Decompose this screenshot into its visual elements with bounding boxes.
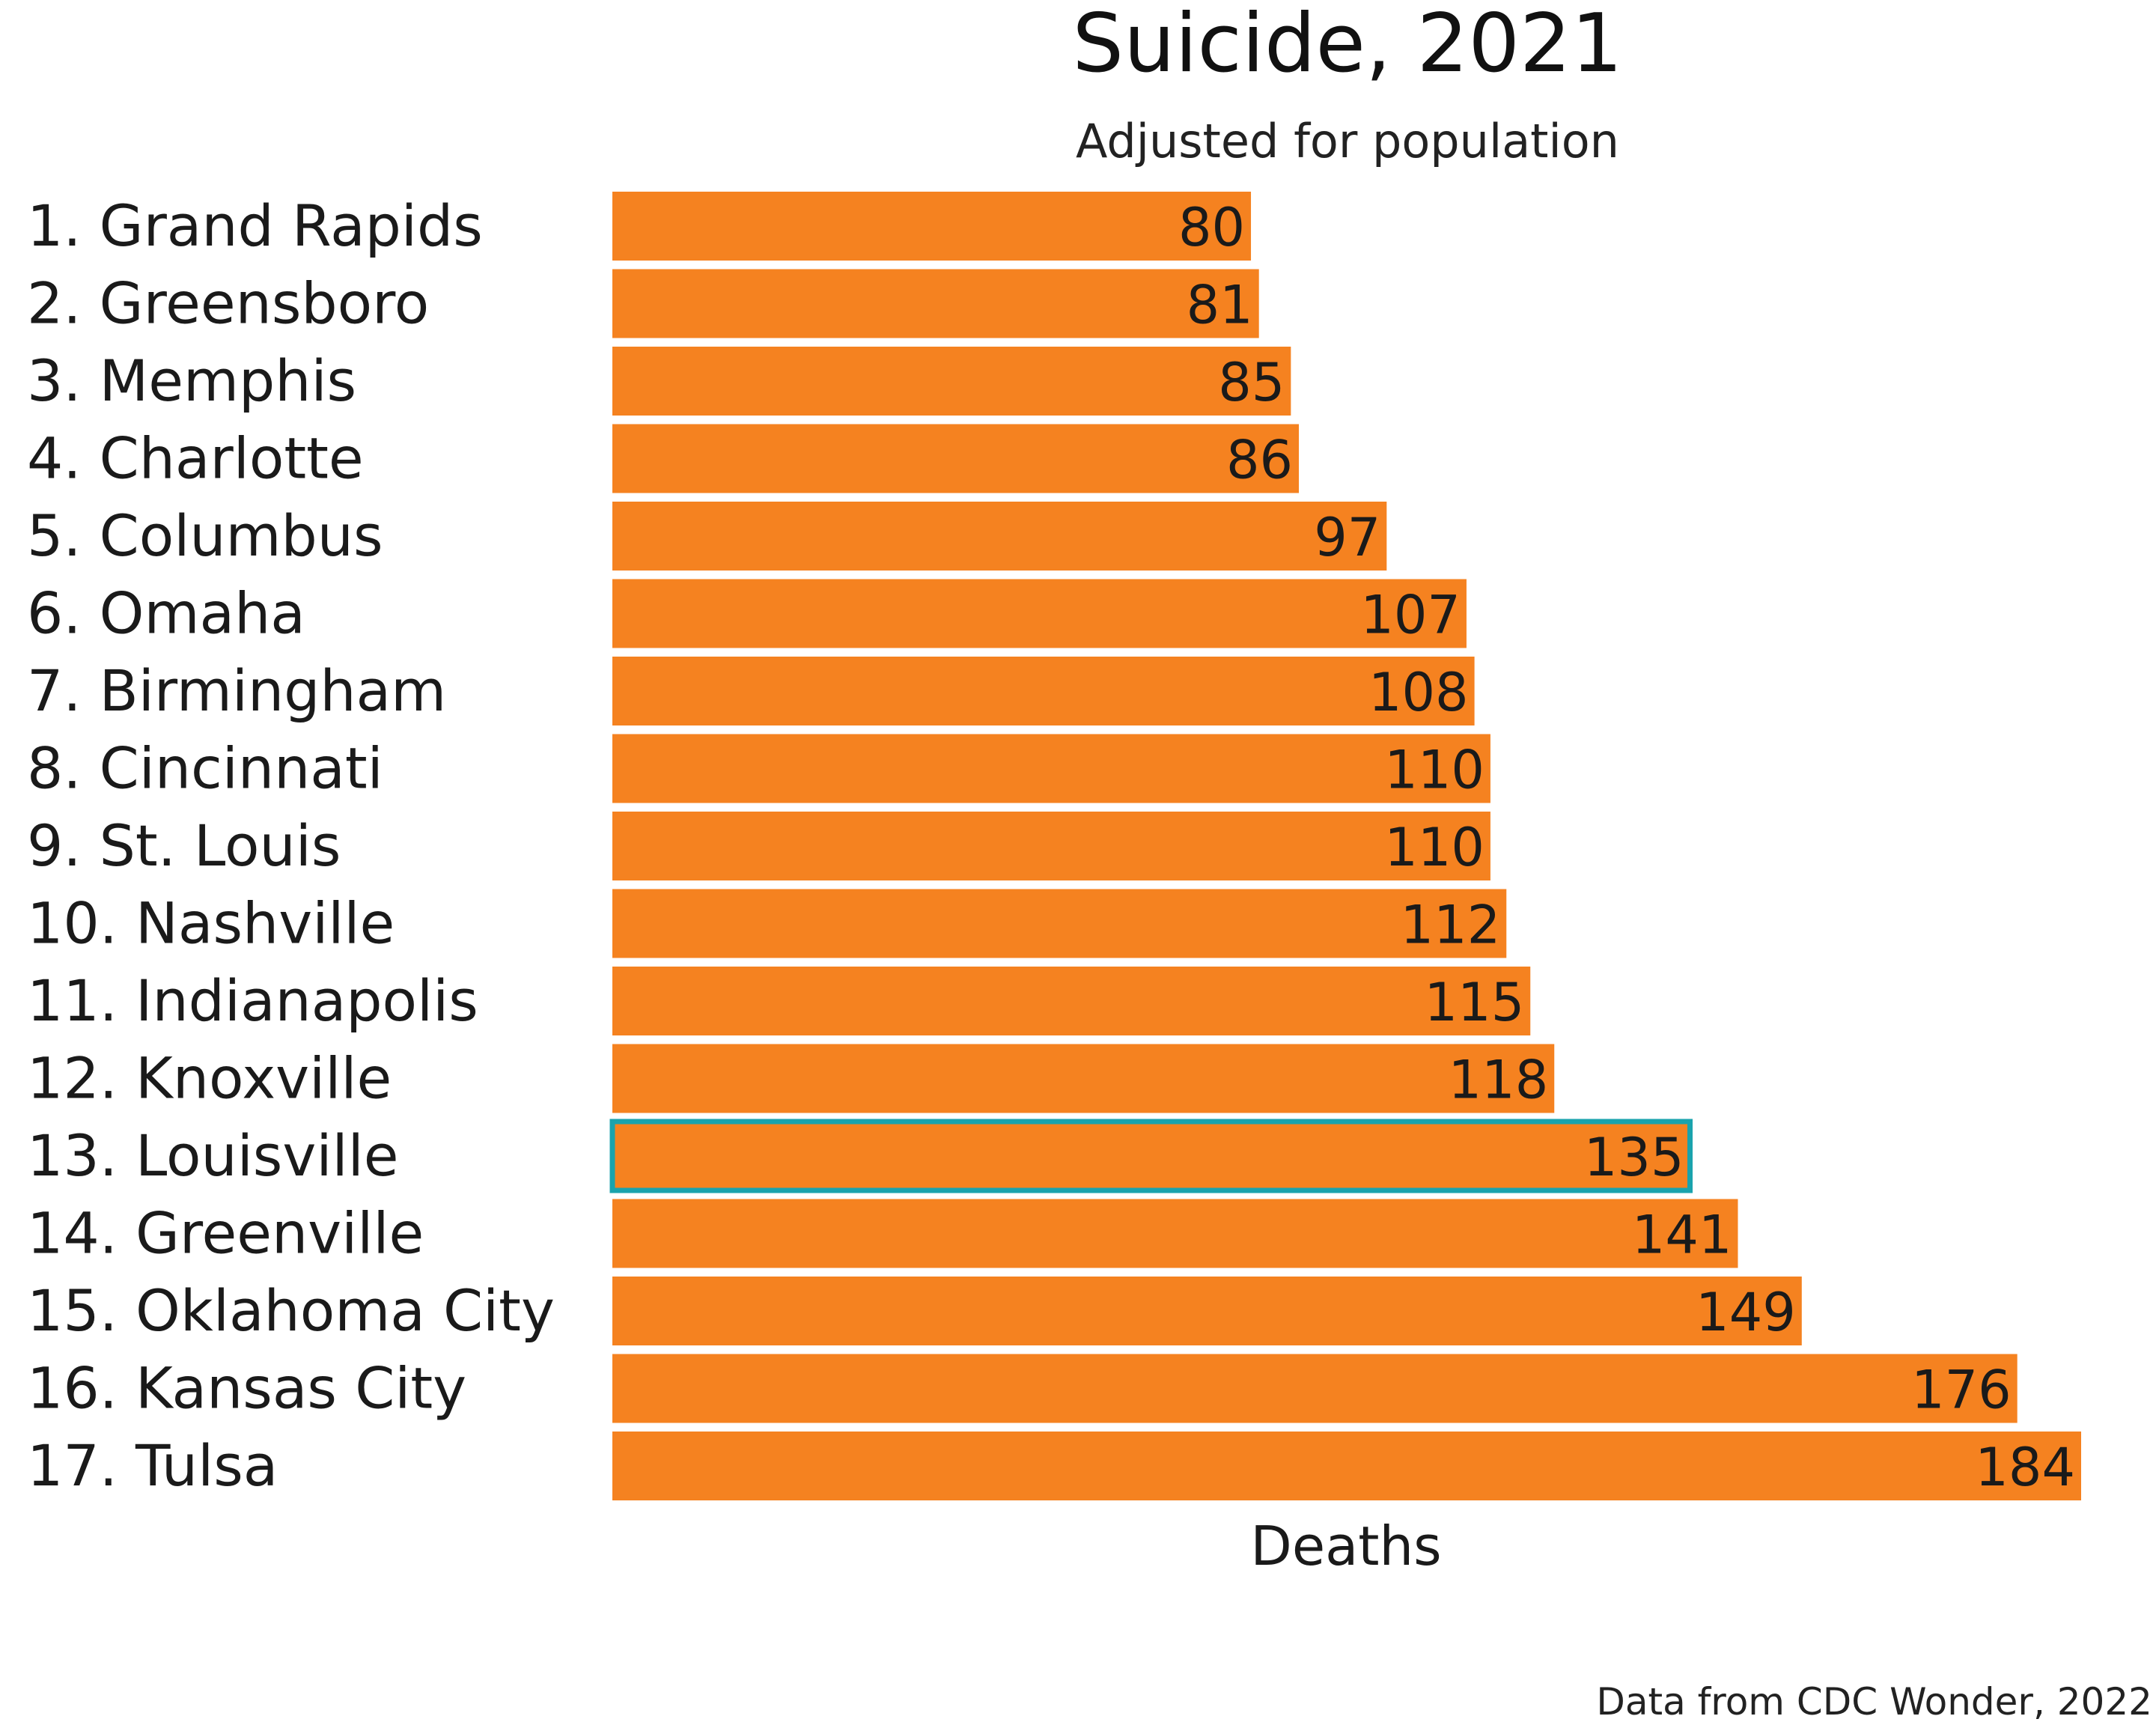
bar — [612, 734, 1490, 803]
bar — [612, 579, 1467, 648]
value-label: 149 — [1696, 1282, 1796, 1343]
category-label: 17. Tulsa — [27, 1432, 278, 1499]
value-label: 112 — [1401, 895, 1501, 956]
category-label: 1. Grand Rapids — [27, 192, 483, 259]
value-label: 141 — [1632, 1205, 1732, 1266]
category-label: 3. Memphis — [27, 347, 356, 414]
category-label: 14. Greenville — [27, 1200, 424, 1267]
value-label: 110 — [1384, 817, 1484, 878]
x-axis-label: Deaths — [1250, 1515, 1441, 1578]
bar — [609, 1119, 1693, 1193]
category-label: 13. Louisville — [27, 1122, 399, 1189]
bar — [612, 657, 1475, 725]
value-label: 176 — [1911, 1360, 2012, 1421]
category-label: 10. Nashville — [27, 890, 395, 957]
category-label: 4. Charlotte — [27, 425, 364, 492]
value-label: 118 — [1449, 1050, 1549, 1111]
value-label: 85 — [1218, 352, 1285, 413]
bar — [612, 1432, 2081, 1500]
value-label: 115 — [1425, 972, 1525, 1033]
bar — [612, 812, 1490, 880]
bar — [612, 889, 1507, 958]
category-label: 16. Kansas City — [27, 1355, 466, 1422]
bar — [612, 269, 1259, 338]
category-label: 2. Greensboro — [27, 270, 429, 337]
bar — [612, 192, 1252, 261]
bar — [612, 1354, 2018, 1423]
bar — [612, 424, 1300, 493]
bar — [612, 347, 1291, 416]
value-label: 184 — [1975, 1437, 2075, 1498]
value-label: 110 — [1384, 740, 1484, 801]
category-label: 15. Oklahoma City — [27, 1277, 555, 1344]
chart-title: Suicide, 2021 — [1073, 0, 1623, 91]
value-label: 108 — [1368, 662, 1469, 723]
data-source-note: Data from CDC Wonder, 2022 — [1596, 1680, 2152, 1724]
bar — [612, 502, 1387, 571]
value-label: 80 — [1178, 197, 1245, 258]
chart-subtitle: Adjusted for population — [1076, 114, 1619, 168]
value-label: 97 — [1314, 507, 1380, 568]
category-label: 7. Birmingham — [27, 657, 446, 724]
bar — [612, 967, 1531, 1035]
category-label: 12. Knoxville — [27, 1045, 392, 1112]
value-label: 81 — [1187, 275, 1253, 336]
category-label: 11. Indianapolis — [27, 967, 478, 1034]
category-label: 9. St. Louis — [27, 812, 341, 879]
bar — [612, 1199, 1738, 1268]
bars-layer: 1. Grand Rapids 80 2. Greensboro 81 3. Memph… — [27, 192, 2081, 1500]
category-label: 8. Cincinnati — [27, 735, 383, 802]
bar — [612, 1044, 1555, 1113]
category-label: 6. Omaha — [27, 580, 305, 647]
value-label: 107 — [1360, 585, 1461, 646]
bar — [612, 1277, 1802, 1345]
value-label: 86 — [1226, 430, 1293, 491]
value-label: 135 — [1584, 1127, 1684, 1188]
category-label: 5. Columbus — [27, 502, 383, 569]
